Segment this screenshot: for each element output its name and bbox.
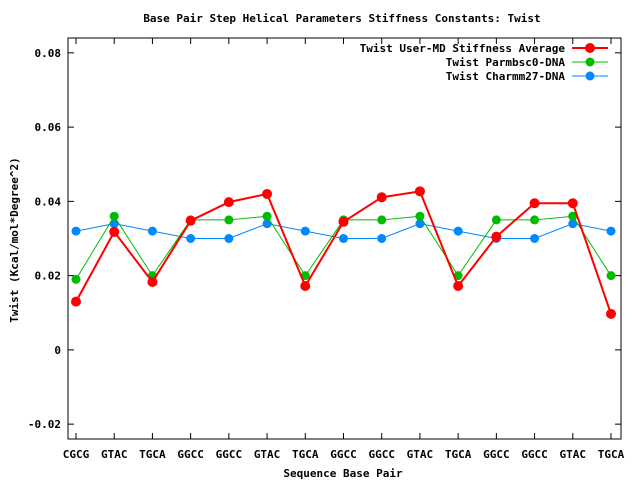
data-point — [377, 215, 387, 225]
x-tick-label: GGCC — [521, 448, 548, 461]
data-point — [109, 219, 119, 229]
legend-label: Twist Charmm27-DNA — [446, 70, 566, 83]
x-tick-label: TGCA — [598, 448, 625, 461]
x-tick-label: TGCA — [445, 448, 472, 461]
data-point — [606, 226, 616, 236]
data-point — [491, 231, 502, 242]
data-point — [530, 234, 540, 243]
data-point — [339, 234, 348, 243]
data-point — [338, 216, 349, 227]
y-tick-label: 0 — [54, 344, 61, 357]
x-tick-label: GGCC — [483, 448, 510, 461]
x-tick-label: GGCC — [216, 448, 243, 461]
data-point — [109, 211, 119, 221]
chart-title: Base Pair Step Helical Parameters Stiffn… — [143, 12, 540, 25]
data-point — [223, 197, 234, 208]
data-point — [262, 219, 272, 229]
data-point — [71, 226, 81, 236]
data-point — [415, 219, 425, 229]
data-point — [376, 192, 387, 203]
data-point — [300, 281, 311, 292]
x-tick-label: GGCC — [330, 448, 357, 461]
y-tick-label: 0.02 — [35, 270, 62, 283]
data-point — [606, 308, 616, 319]
data-point — [71, 274, 81, 284]
y-axis-label: Twist (Kcal/mol*Degree^2) — [8, 157, 21, 323]
plot-frame — [67, 37, 622, 440]
data-point — [147, 226, 157, 236]
data-point — [606, 271, 616, 281]
x-tick-label: CGCG — [63, 448, 90, 461]
y-axis: -0.02 0 0.02 0.04 0.06 0.08 — [28, 47, 621, 431]
y-tick-label: 0.06 — [35, 121, 62, 134]
x-tick-label: GGCC — [177, 448, 204, 461]
data-point — [262, 188, 273, 199]
series-line — [75, 190, 612, 315]
legend-marker — [585, 57, 595, 67]
data-point — [300, 271, 310, 281]
data-point — [109, 226, 120, 237]
legend-label: Twist Parmbsc0-DNA — [446, 56, 566, 69]
data-point — [453, 281, 464, 292]
data-point — [567, 198, 578, 209]
data-point — [71, 296, 81, 307]
y-tick-label: -0.02 — [28, 418, 61, 431]
data-point — [568, 211, 578, 221]
data-point — [529, 198, 540, 209]
data-point — [147, 276, 158, 287]
x-axis: CGCG GTAC TGCA GGCC GGCC GTAC TGCA GGCC GGCC GTAC… — [63, 38, 625, 461]
y-tick-label: 0.08 — [35, 47, 62, 60]
data-point — [262, 211, 272, 221]
data-point — [415, 211, 425, 221]
legend-label: Twist User-MD Stiffness Average — [360, 42, 566, 55]
x-tick-label: GTAC — [254, 448, 281, 461]
x-tick-label: GTAC — [407, 448, 434, 461]
x-tick-label: GTAC — [101, 448, 128, 461]
data-point — [414, 186, 425, 197]
data-point — [224, 215, 234, 225]
data-point — [300, 226, 310, 236]
x-axis-label: Sequence Base Pair — [283, 467, 403, 480]
series-1 — [71, 186, 616, 319]
x-tick-label: GTAC — [560, 448, 587, 461]
legend-marker — [585, 43, 595, 53]
x-tick-label: TGCA — [292, 448, 319, 461]
legend-marker — [585, 71, 595, 81]
series-layer — [71, 186, 616, 319]
data-point — [491, 215, 501, 225]
data-point — [377, 234, 387, 243]
data-point — [453, 226, 463, 236]
y-tick-label: 0.04 — [35, 195, 62, 208]
data-point — [185, 215, 196, 226]
data-point — [530, 215, 540, 225]
x-tick-label: TGCA — [139, 448, 166, 461]
x-tick-label: GGCC — [368, 448, 395, 461]
data-point — [186, 234, 196, 243]
data-point — [568, 219, 578, 229]
data-point — [224, 234, 234, 243]
